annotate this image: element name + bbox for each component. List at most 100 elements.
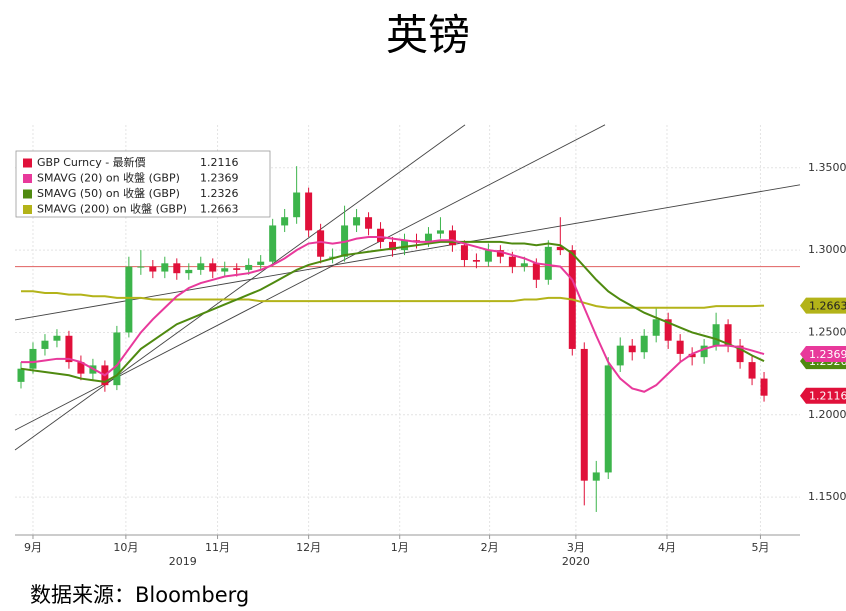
- trend-line: [14, 184, 801, 321]
- candle-body: [724, 324, 732, 346]
- y-tick-label: 1.1500: [808, 490, 846, 503]
- candle-body: [353, 217, 361, 226]
- trend-line: [14, 124, 606, 431]
- candle-body: [161, 263, 169, 272]
- legend-box: [15, 150, 271, 218]
- candle-body: [424, 233, 432, 242]
- candle-body: [652, 319, 660, 336]
- candle-body: [185, 269, 193, 274]
- candle-body: [113, 332, 121, 386]
- candle-body: [77, 362, 85, 374]
- y-tick-label: 1.3500: [808, 161, 846, 174]
- legend-label: SMAVG (200) on 收盤 (GBP): [37, 202, 187, 216]
- legend-value: 1.2663: [200, 203, 239, 216]
- candle-body: [317, 230, 325, 257]
- legend-value: 1.2369: [200, 172, 239, 185]
- legend-swatch: [23, 174, 32, 183]
- x-tick-label: 5月: [751, 541, 769, 554]
- trend-line: [14, 124, 466, 451]
- candle-body: [748, 362, 756, 379]
- candle-body: [29, 348, 37, 369]
- legend-value: 1.2326: [200, 187, 239, 200]
- ma-line: [20, 235, 765, 393]
- candle-body: [197, 263, 205, 270]
- candle-body: [377, 228, 385, 242]
- candle-body: [640, 335, 648, 353]
- candle-body: [472, 260, 480, 262]
- x-tick-label: 10月: [113, 541, 138, 554]
- candle-body: [65, 335, 73, 363]
- candle-body: [712, 324, 720, 346]
- candle-body: [389, 241, 397, 251]
- year-label: 2019: [169, 555, 197, 568]
- candle-body: [53, 335, 61, 341]
- legend-label: SMAVG (20) on 收盤 (GBP): [37, 171, 180, 185]
- candle-body: [17, 368, 25, 382]
- legend-swatch: [23, 189, 32, 199]
- legend-swatch: [23, 158, 32, 168]
- ma-line: [20, 290, 765, 309]
- legend-label: GBP Curncy - 最新價: [37, 155, 146, 169]
- candle-body: [448, 230, 456, 246]
- value-badge: [800, 387, 846, 404]
- candle-body: [628, 345, 636, 353]
- candle-body: [736, 345, 744, 363]
- x-tick-label: 9月: [24, 541, 42, 554]
- candle-body: [520, 263, 528, 267]
- candle-body: [700, 345, 708, 358]
- value-badge: [800, 346, 846, 363]
- value-badge-label: 1.2116: [809, 390, 846, 403]
- candle-body: [365, 217, 373, 229]
- candle-body: [592, 472, 600, 481]
- candle-body: [269, 225, 277, 262]
- y-tick-label: 1.3000: [808, 243, 846, 256]
- candle-body: [233, 268, 241, 270]
- value-badge: [800, 297, 846, 314]
- candle-body: [580, 348, 588, 481]
- y-tick-label: 1.2500: [808, 325, 846, 338]
- source-note: 数据来源：Bloomberg: [30, 583, 249, 607]
- ma-line: [20, 240, 765, 383]
- chart-title: 英镑: [386, 11, 470, 60]
- candle-body: [460, 245, 468, 261]
- x-tick-label: 1月: [391, 541, 409, 554]
- candle-body: [173, 263, 181, 274]
- x-tick-label: 4月: [658, 541, 676, 554]
- candle-body: [760, 378, 768, 396]
- x-tick-label: 12月: [296, 541, 321, 554]
- legend-label: SMAVG (50) on 收盤 (GBP): [37, 186, 180, 200]
- legend-value: 1.2116: [200, 156, 239, 169]
- candle-body: [209, 263, 217, 272]
- candle-body: [664, 319, 672, 341]
- candle-body: [676, 340, 684, 354]
- candle-body: [616, 345, 624, 366]
- candle-body: [604, 365, 612, 473]
- candle-body: [508, 256, 516, 267]
- candle-body: [436, 230, 444, 234]
- candle-body: [281, 217, 289, 226]
- candle-body: [544, 246, 552, 280]
- y-tick-label: 1.2000: [808, 408, 846, 421]
- legend-swatch: [23, 205, 32, 214]
- candle-body: [257, 261, 265, 265]
- candle-body: [401, 240, 409, 251]
- x-tick-label: 11月: [205, 541, 230, 554]
- candle-body: [305, 192, 313, 231]
- candle-body: [688, 353, 696, 358]
- value-badge-label: 1.2369: [809, 348, 846, 361]
- candle-body: [329, 256, 337, 258]
- x-tick-label: 2月: [481, 541, 499, 554]
- candle-body: [137, 266, 145, 268]
- candle-body: [496, 250, 504, 257]
- candle-body: [532, 263, 540, 280]
- x-tick-label: 3月: [567, 541, 585, 554]
- candle-body: [484, 250, 492, 262]
- year-label: 2020: [562, 555, 590, 568]
- candle-body: [245, 264, 253, 270]
- candle-body: [125, 266, 133, 333]
- value-badge-label: 1.2663: [809, 300, 846, 313]
- candle-body: [221, 268, 229, 272]
- candle-body: [149, 266, 157, 272]
- candle-body: [556, 246, 564, 251]
